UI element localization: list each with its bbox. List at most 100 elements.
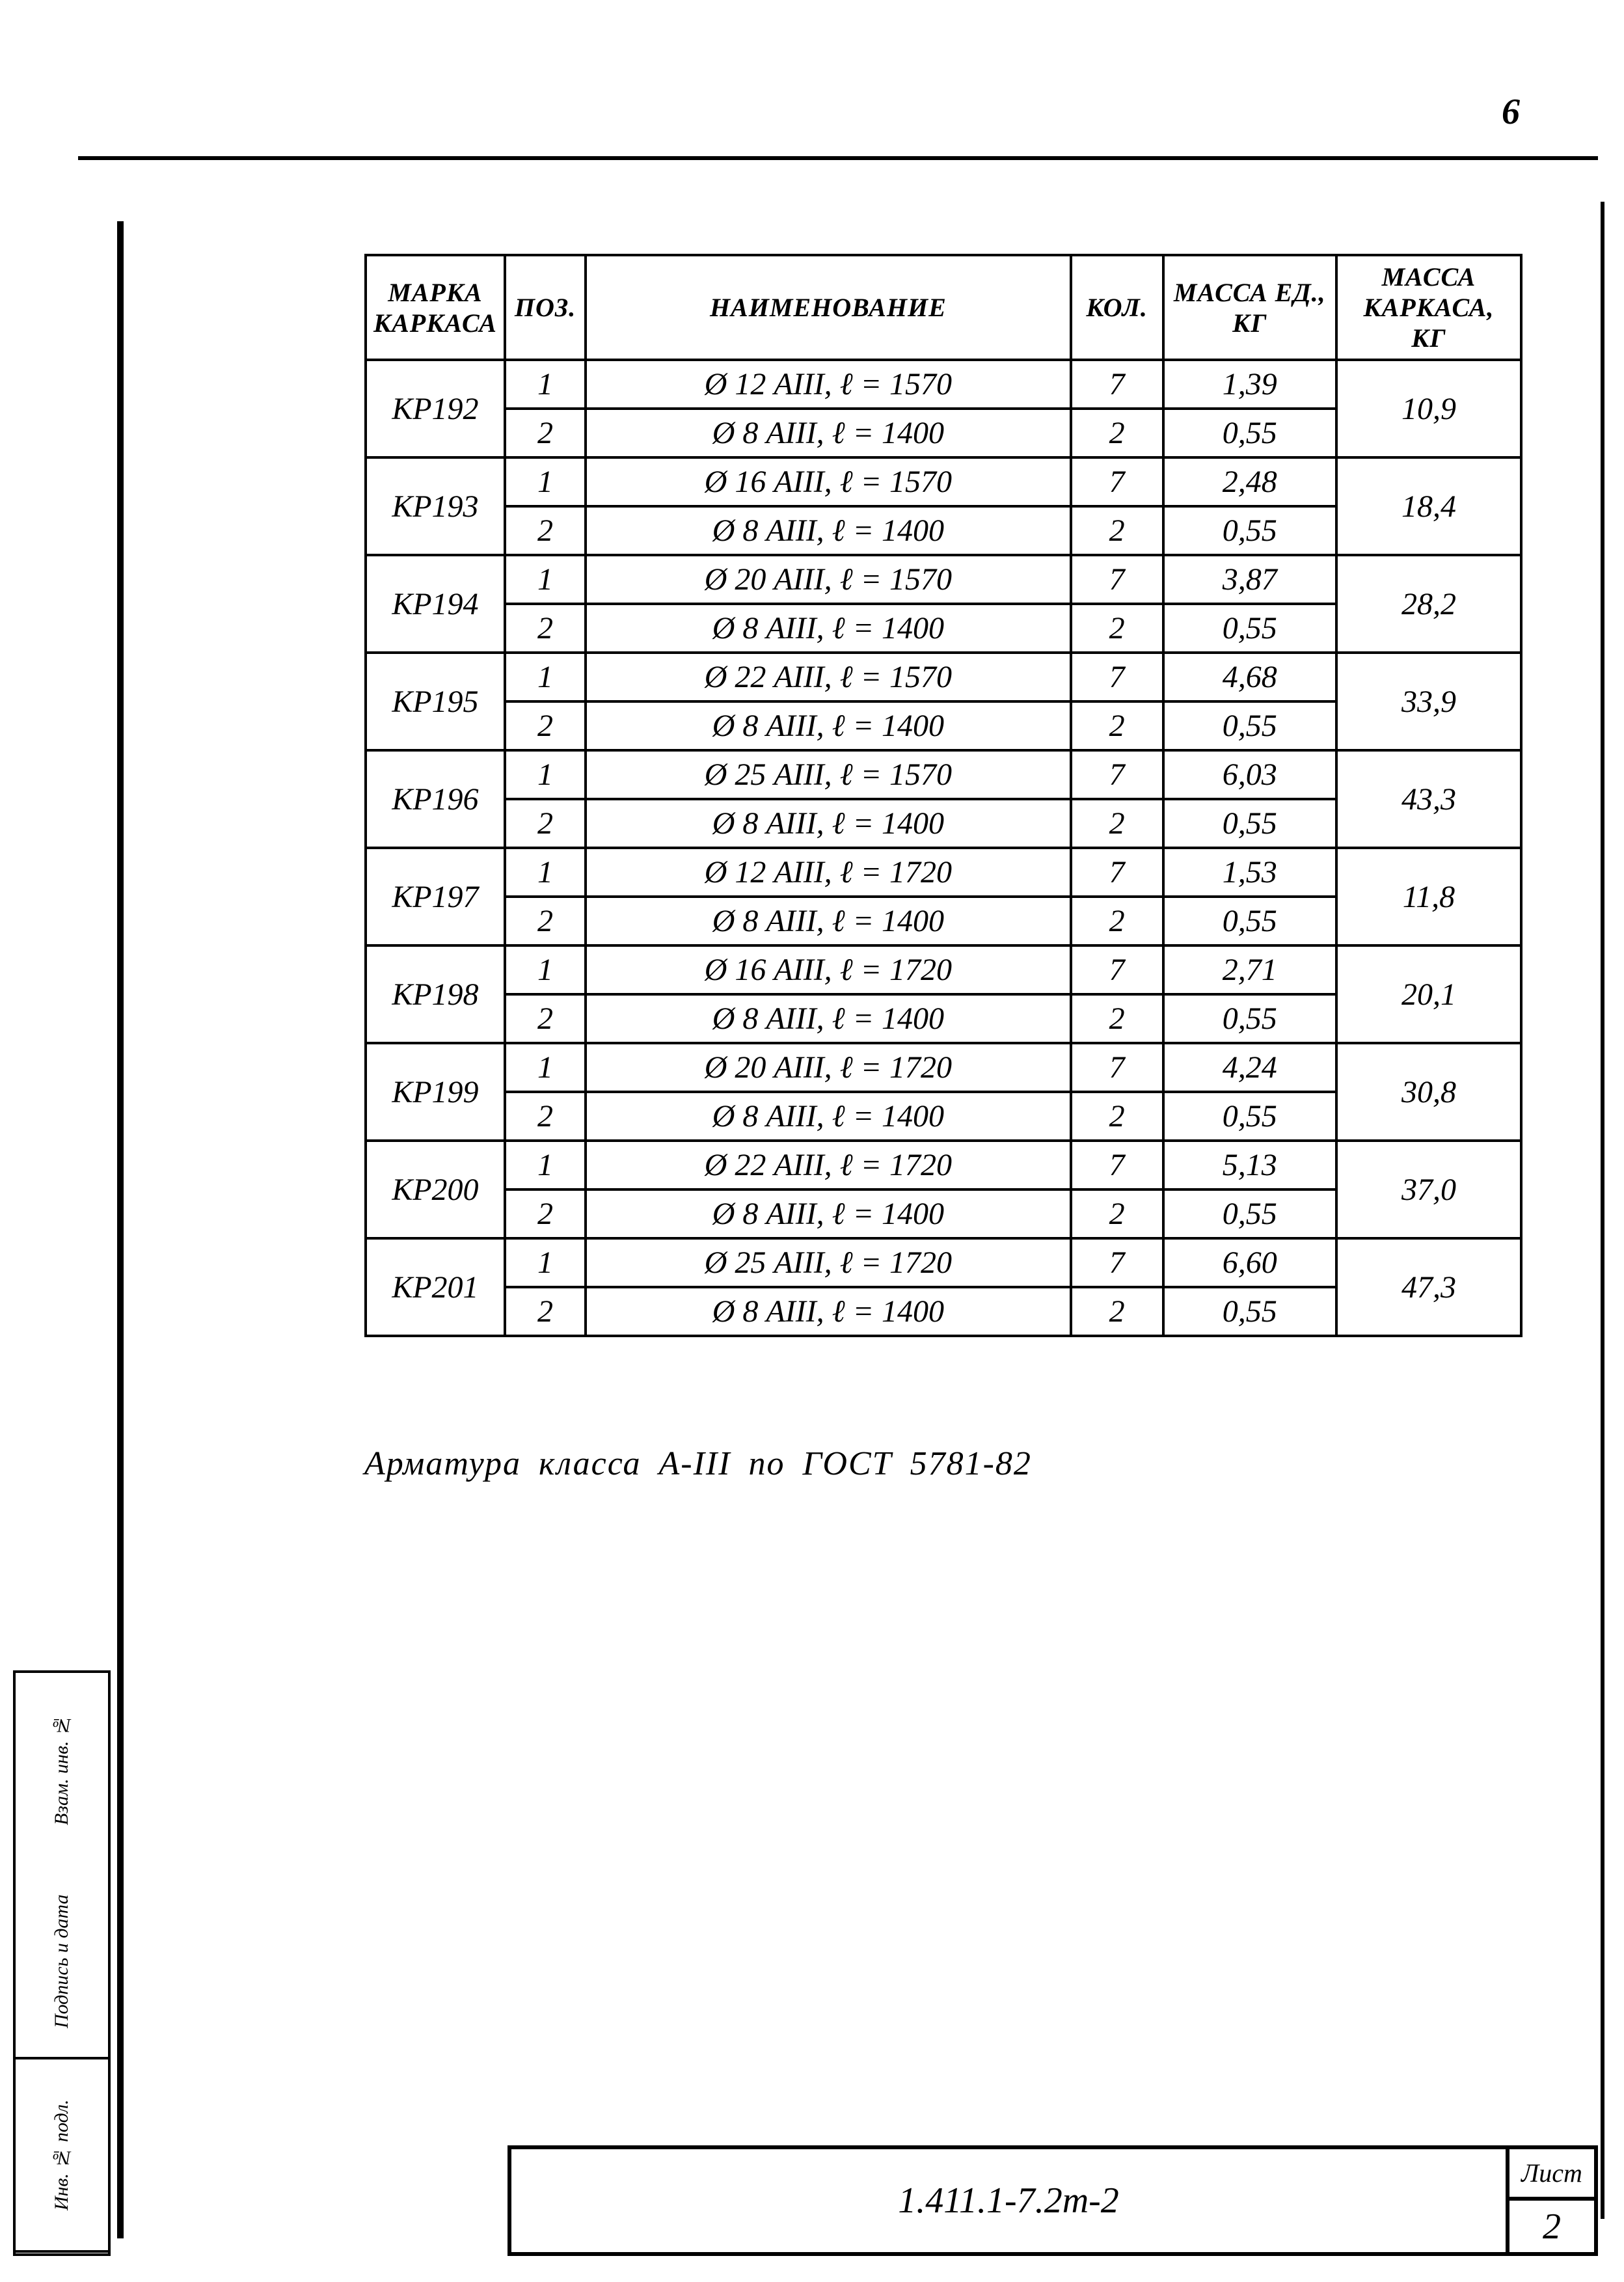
cell-massa-kark: 28,2	[1336, 555, 1521, 653]
cell-naim: Ø 8 АIII, ℓ = 1400	[586, 1092, 1070, 1141]
cell-massa-ed: 1,39	[1163, 360, 1336, 409]
th-kol: Кол.	[1071, 255, 1163, 360]
cell-naim: Ø 25 АIII, ℓ = 1570	[586, 750, 1070, 799]
th-naim: Наименование	[586, 255, 1070, 360]
cell-kol: 7	[1071, 1141, 1163, 1189]
th-poz: Поз.	[505, 255, 586, 360]
cell-massa-kark: 10,9	[1336, 360, 1521, 457]
cell-poz: 2	[505, 701, 586, 750]
cell-kol: 2	[1071, 604, 1163, 653]
table-row: КР1961Ø 25 АIII, ℓ = 157076,0343,3	[366, 750, 1521, 799]
cell-kol: 7	[1071, 555, 1163, 604]
side-stamp: Взам. инв. № Подпись и дата Инв. № подл.	[13, 1670, 111, 2256]
th-massa-ed: Масса ед., кг	[1163, 255, 1336, 360]
cell-massa-kark: 47,3	[1336, 1238, 1521, 1336]
cell-poz: 1	[505, 1238, 586, 1287]
cell-kol: 7	[1071, 457, 1163, 506]
table-row: КР1971Ø 12 АIII, ℓ = 172071,5311,8	[366, 848, 1521, 897]
cell-poz: 2	[505, 604, 586, 653]
spec-table-wrap: Марка каркаса Поз. Наименование Кол. Мас…	[364, 254, 1522, 1337]
cell-kol: 2	[1071, 994, 1163, 1043]
cell-naim: Ø 25 АIII, ℓ = 1720	[586, 1238, 1070, 1287]
cell-poz: 2	[505, 799, 586, 848]
cell-poz: 2	[505, 1189, 586, 1238]
spec-table: Марка каркаса Поз. Наименование Кол. Мас…	[364, 254, 1522, 1337]
title-block: 1.411.1-7.2m-2 Лист 2	[508, 2145, 1598, 2256]
cell-marka: КР193	[366, 457, 505, 555]
cell-naim: Ø 16 АIII, ℓ = 1720	[586, 945, 1070, 994]
cell-poz: 1	[505, 750, 586, 799]
cell-kol: 2	[1071, 506, 1163, 555]
cell-massa-kark: 18,4	[1336, 457, 1521, 555]
cell-naim: Ø 12 АIII, ℓ = 1720	[586, 848, 1070, 897]
cell-massa-ed: 0,55	[1163, 506, 1336, 555]
table-row: КР2001Ø 22 АIII, ℓ = 172075,1337,0	[366, 1141, 1521, 1189]
cell-marka: КР194	[366, 555, 505, 653]
cell-kol: 2	[1071, 1092, 1163, 1141]
cell-poz: 1	[505, 1141, 586, 1189]
cell-naim: Ø 22 АIII, ℓ = 1720	[586, 1141, 1070, 1189]
cell-marka: КР195	[366, 653, 505, 750]
cell-massa-ed: 0,55	[1163, 1287, 1336, 1336]
cell-poz: 2	[505, 409, 586, 457]
cell-massa-ed: 2,71	[1163, 945, 1336, 994]
cell-massa-ed: 5,13	[1163, 1141, 1336, 1189]
cell-massa-kark: 20,1	[1336, 945, 1521, 1043]
cell-massa-ed: 4,68	[1163, 653, 1336, 701]
note-gost: Арматура класса А-III по ГОСТ 5781-82	[364, 1445, 1032, 1483]
cell-marka: КР196	[366, 750, 505, 848]
right-rule	[1601, 202, 1604, 2219]
cell-kol: 2	[1071, 409, 1163, 457]
cell-kol: 7	[1071, 1238, 1163, 1287]
cell-marka: КР201	[366, 1238, 505, 1336]
side-vzam: Взам. инв. №	[16, 1673, 108, 1866]
cell-massa-ed: 0,55	[1163, 799, 1336, 848]
cell-massa-kark: 43,3	[1336, 750, 1521, 848]
cell-massa-ed: 0,55	[1163, 701, 1336, 750]
side-podp: Подпись и дата	[16, 1866, 108, 2059]
cell-massa-ed: 4,24	[1163, 1043, 1336, 1092]
table-row: КР2011Ø 25 АIII, ℓ = 172076,6047,3	[366, 1238, 1521, 1287]
cell-massa-ed: 6,60	[1163, 1238, 1336, 1287]
cell-massa-ed: 0,55	[1163, 604, 1336, 653]
cell-marka: КР197	[366, 848, 505, 945]
cell-poz: 2	[505, 897, 586, 945]
th-massa-kark: Масса каркаса, кг	[1336, 255, 1521, 360]
cell-massa-ed: 0,55	[1163, 409, 1336, 457]
cell-naim: Ø 16 АIII, ℓ = 1570	[586, 457, 1070, 506]
cell-massa-kark: 30,8	[1336, 1043, 1521, 1141]
cell-naim: Ø 8 АIII, ℓ = 1400	[586, 701, 1070, 750]
cell-kol: 2	[1071, 897, 1163, 945]
table-row: КР1931Ø 16 АIII, ℓ = 157072,4818,4	[366, 457, 1521, 506]
cell-naim: Ø 8 АIII, ℓ = 1400	[586, 897, 1070, 945]
cell-marka: КР199	[366, 1043, 505, 1141]
cell-naim: Ø 8 АIII, ℓ = 1400	[586, 506, 1070, 555]
cell-poz: 1	[505, 848, 586, 897]
cell-poz: 1	[505, 555, 586, 604]
cell-kol: 2	[1071, 1287, 1163, 1336]
cell-poz: 2	[505, 1092, 586, 1141]
cell-naim: Ø 20 АIII, ℓ = 1720	[586, 1043, 1070, 1092]
cell-naim: Ø 8 АIII, ℓ = 1400	[586, 1189, 1070, 1238]
cell-naim: Ø 8 АIII, ℓ = 1400	[586, 994, 1070, 1043]
cell-poz: 1	[505, 1043, 586, 1092]
cell-kol: 7	[1071, 1043, 1163, 1092]
top-rule	[78, 156, 1598, 160]
page-number-top: 6	[1502, 91, 1520, 133]
table-row: КР1921Ø 12 АIII, ℓ = 157071,3910,9	[366, 360, 1521, 409]
cell-naim: Ø 8 АIII, ℓ = 1400	[586, 604, 1070, 653]
side-inv: Инв. № подл.	[16, 2059, 108, 2253]
th-marka: Марка каркаса	[366, 255, 505, 360]
table-row: КР1951Ø 22 АIII, ℓ = 157074,6833,9	[366, 653, 1521, 701]
cell-massa-kark: 33,9	[1336, 653, 1521, 750]
cell-kol: 7	[1071, 848, 1163, 897]
doc-code: 1.411.1-7.2m-2	[511, 2149, 1509, 2252]
cell-kol: 7	[1071, 360, 1163, 409]
table-row: КР1941Ø 20 АIII, ℓ = 157073,8728,2	[366, 555, 1521, 604]
cell-kol: 7	[1071, 750, 1163, 799]
cell-massa-ed: 0,55	[1163, 1189, 1336, 1238]
cell-marka: КР200	[366, 1141, 505, 1238]
cell-poz: 1	[505, 360, 586, 409]
cell-naim: Ø 22 АIII, ℓ = 1570	[586, 653, 1070, 701]
cell-naim: Ø 8 АIII, ℓ = 1400	[586, 799, 1070, 848]
